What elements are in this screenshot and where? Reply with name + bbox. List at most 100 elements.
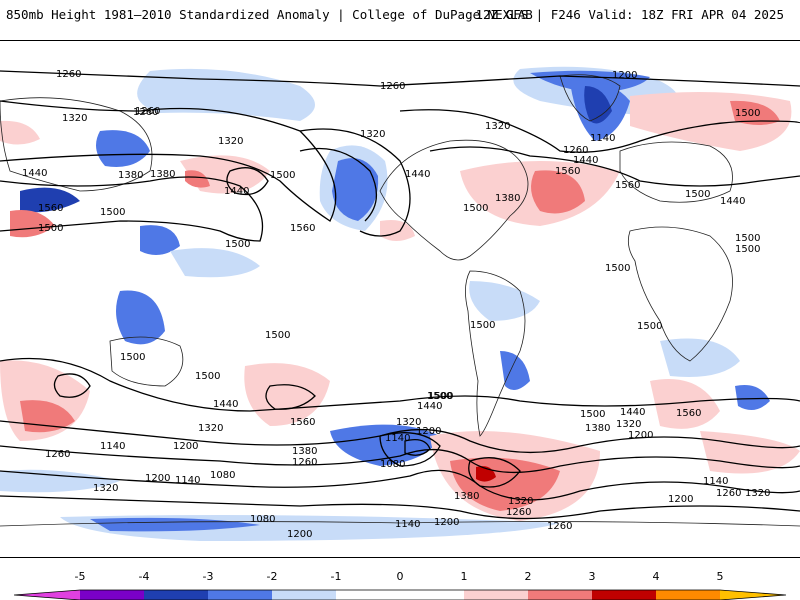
contour-label: 1260: [133, 107, 158, 118]
anomaly-area: [244, 363, 330, 426]
contour-line: [299, 147, 377, 222]
contour-label: 1560: [555, 166, 580, 177]
contour-labels: 1260 1260 1320 1440 1380 1560 1500 1500 …: [22, 69, 770, 540]
contour-label: 1440: [22, 168, 47, 179]
anomaly-area: [735, 385, 770, 410]
contour-label: 1380: [454, 491, 479, 502]
contour-label: 1380: [495, 193, 520, 204]
contour-label: 1260: [547, 521, 572, 532]
north-america-outline: [379, 139, 529, 261]
contour-label: 1320: [485, 121, 510, 132]
anomaly-area: [96, 130, 150, 167]
contour-label: 1320: [218, 136, 243, 147]
contour-label: 1200: [416, 426, 441, 437]
anomaly-area: [650, 379, 720, 429]
contour-line: [0, 357, 800, 412]
contour-label: 1500: [195, 371, 220, 382]
anomaly-area: [170, 248, 260, 278]
colorbar-tick-label: 5: [716, 570, 724, 583]
negative-anomaly-areas: [0, 66, 770, 541]
contour-label: 1320: [396, 417, 421, 428]
contour-line: [404, 438, 431, 456]
colorbar-segment-pos1: [464, 590, 528, 600]
colorbar-tick-label: 4: [652, 570, 660, 583]
contour-label: 1500: [38, 223, 63, 234]
contour-label: 1500: [427, 391, 452, 402]
australia-outline: [109, 336, 184, 387]
contour-label: 1260: [135, 106, 160, 117]
contour-label: 1560: [290, 223, 315, 234]
contour-label: 1200: [145, 473, 170, 484]
contour-label: 1200: [287, 529, 312, 540]
contour-label: 1500: [685, 189, 710, 200]
anomaly-area: [332, 158, 379, 221]
contour-label: 1440: [573, 155, 598, 166]
contour-label: 1380: [150, 169, 175, 180]
contour-label: 1260: [56, 69, 81, 80]
contour-label: 1140: [175, 475, 200, 486]
contour-line: [53, 373, 91, 398]
colorbar-legend: -5 -4 -3 -2 -1 0 1 2 3 4 5: [0, 570, 800, 600]
colorbar-segment-pos4: [656, 590, 720, 600]
contour-label: 1500: [637, 321, 662, 332]
contour-label: 1440: [417, 401, 442, 412]
anomaly-area: [10, 210, 55, 238]
contour-label: 1260: [506, 507, 531, 518]
contour-line: [0, 445, 800, 474]
anomaly-area: [660, 338, 740, 377]
anomaly-map: 1260 1260 1320 1440 1380 1560 1500 1500 …: [0, 40, 800, 558]
contour-label: 1200: [434, 517, 459, 528]
contour-label: 1500: [225, 239, 250, 250]
colorbar-segment-pos2: [528, 590, 592, 600]
contour-line: [468, 457, 521, 488]
anomaly-area: [0, 469, 120, 493]
africa-outline: [627, 226, 733, 362]
colorbar-segment-neg4: [80, 590, 144, 600]
height-contours: [0, 70, 800, 520]
greenland-outline: [559, 74, 621, 122]
colorbar-tick-label: -1: [330, 570, 342, 583]
contour-label: 1500: [470, 320, 495, 331]
colorbar-segment-neg2: [208, 590, 272, 600]
contour-label: 1440: [720, 196, 745, 207]
contour-label: 1500: [265, 330, 290, 341]
contour-line: [226, 167, 269, 196]
colorbar-strip: [13, 589, 787, 600]
contour-line: [0, 420, 800, 454]
coastlines: [0, 74, 800, 527]
colorbar-segment-zero: [336, 590, 464, 600]
contour-label: 1200: [668, 494, 693, 505]
contour-label: 1140: [395, 519, 420, 530]
colorbar-tick-label: -4: [138, 570, 150, 583]
contour-label: 1500: [735, 244, 760, 255]
model-run-info: 12Z GFS | F246 Valid: 18Z FRI APR 04 202…: [475, 7, 784, 22]
anomaly-area: [531, 170, 585, 214]
colorbar-segment-neg5: [14, 590, 80, 600]
contour-label: 1560: [290, 417, 315, 428]
contour-label: 1200: [612, 70, 637, 81]
contour-label: 1320: [62, 113, 87, 124]
contour-label: 1380: [118, 170, 143, 181]
contour-label: 1500: [428, 391, 453, 402]
colorbar-segment-neg1: [272, 590, 336, 600]
antarctica-outline: [0, 521, 800, 527]
contour-label: 1500: [735, 108, 760, 119]
contour-label: 1260: [380, 81, 405, 92]
contour-label: 1080: [380, 459, 405, 470]
contour-label: 1500: [120, 352, 145, 363]
contour-label: 1080: [210, 470, 235, 481]
contour-label: 1560: [615, 180, 640, 191]
contour-label: 1200: [628, 430, 653, 441]
contour-line: [0, 495, 800, 520]
colorbar-segment-neg3: [144, 590, 208, 600]
contour-label: 1200: [173, 441, 198, 452]
contour-label: 1260: [716, 488, 741, 499]
contour-label: 1440: [620, 407, 645, 418]
contour-label: 1500: [463, 203, 488, 214]
contour-label: 1500: [580, 409, 605, 420]
contour-label: 1440: [224, 186, 249, 197]
anomaly-area: [730, 100, 780, 125]
contour-line: [0, 469, 800, 501]
contour-label: 1440: [213, 399, 238, 410]
contour-label: 1320: [93, 483, 118, 494]
